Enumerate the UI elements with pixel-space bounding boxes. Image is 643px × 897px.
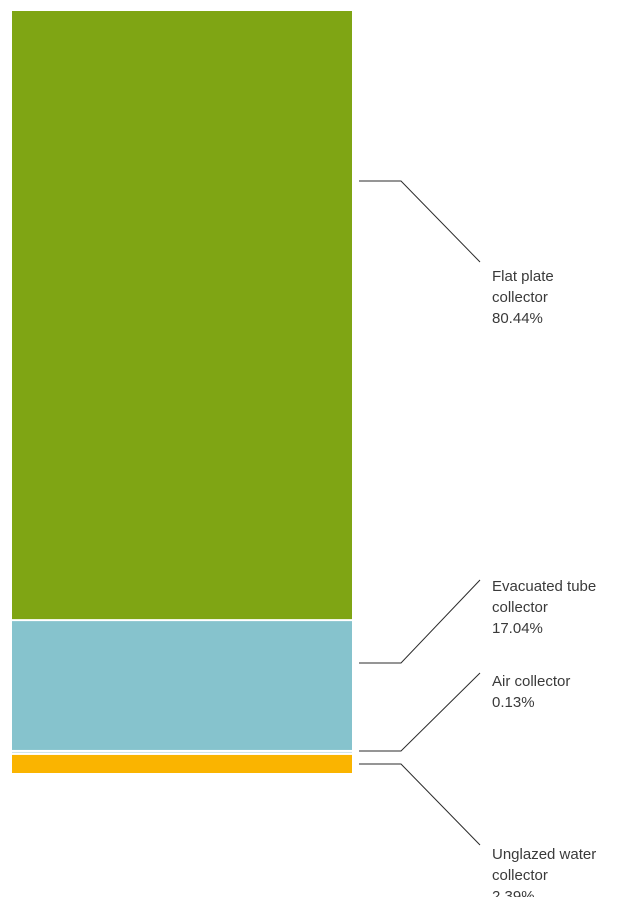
bar-segment-3 (12, 754, 352, 773)
segment-name-label-2: Air collector (492, 673, 570, 690)
segment-name-label-0: Flat plate (492, 268, 554, 285)
leader-line-0 (359, 180, 481, 263)
segment-value-label-2: 0.13% (492, 694, 535, 711)
segment-value-label-0: 80.44% (492, 310, 543, 327)
leader-line-3 (359, 763, 481, 846)
segment-name-label-3: collector (492, 867, 548, 884)
bar-segment-0 (12, 11, 352, 620)
segment-name-label-1: collector (492, 599, 548, 616)
bar-segment-2 (12, 751, 352, 753)
segment-name-label-0: collector (492, 289, 548, 306)
segment-value-label-1: 17.04% (492, 620, 543, 637)
segment-value-label-3: 2.39% (492, 888, 535, 897)
leader-line-2 (359, 672, 481, 752)
leader-line-1 (359, 579, 481, 664)
segment-name-label-3: Unglazed water (492, 846, 596, 863)
bar-segment-1 (12, 621, 352, 750)
segment-name-label-1: Evacuated tube (492, 578, 596, 595)
